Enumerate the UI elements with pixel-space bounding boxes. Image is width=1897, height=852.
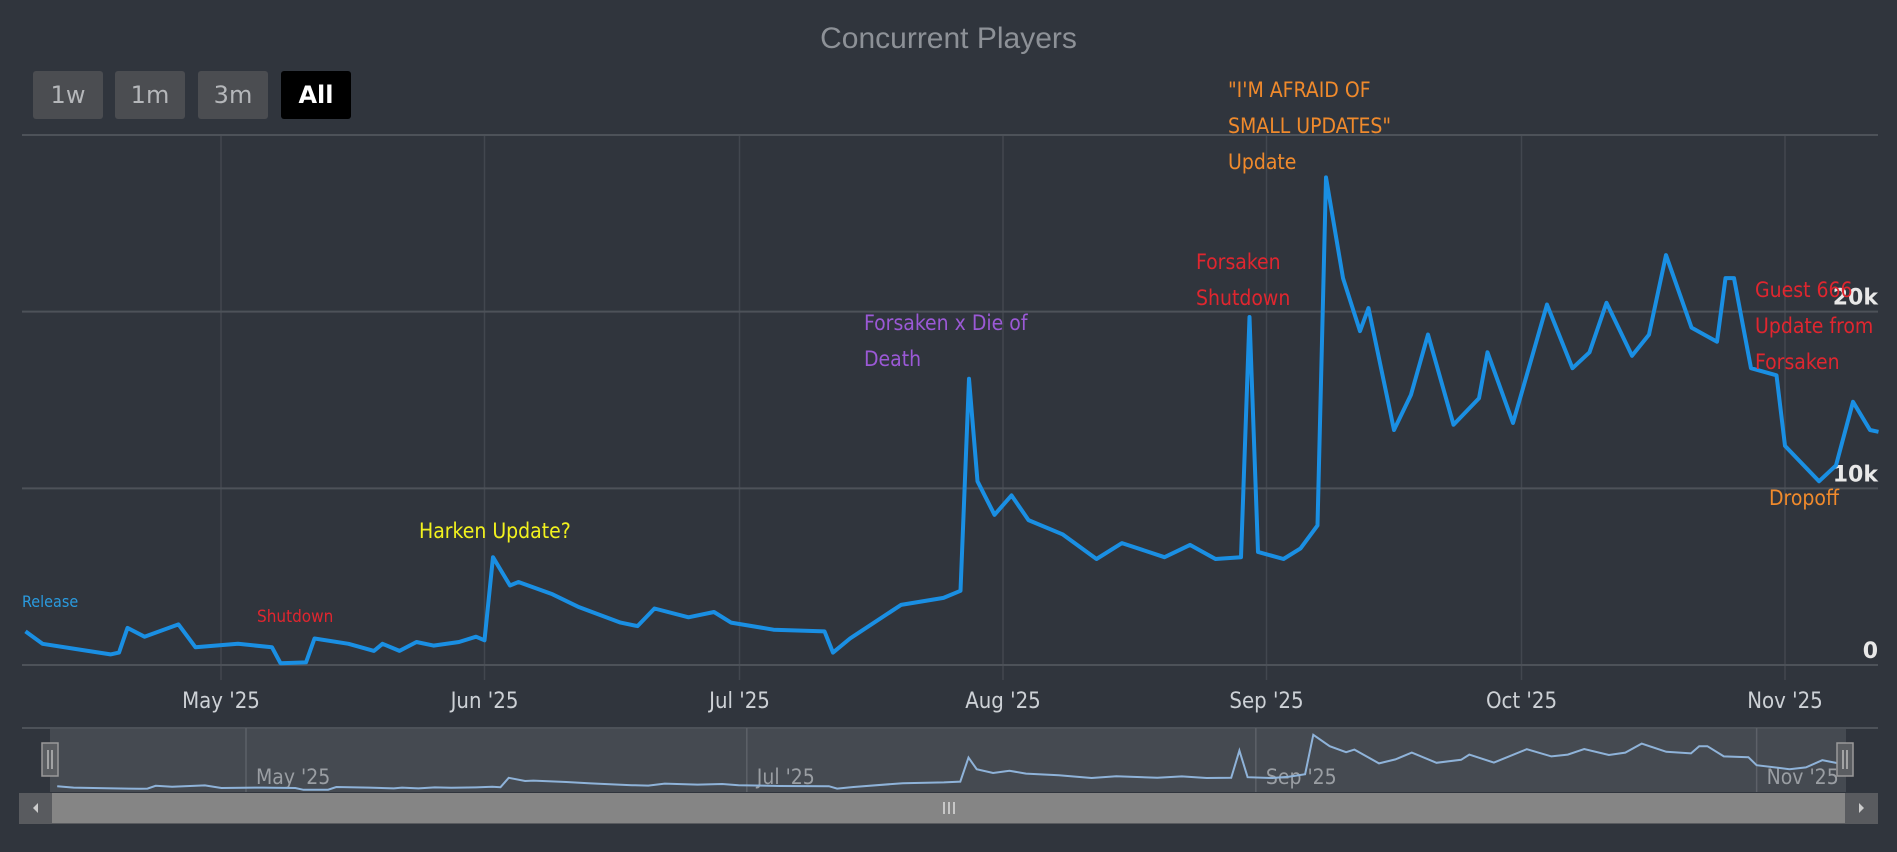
annotation-label: Dropoff <box>1769 486 1839 510</box>
navigator-tick-label: Nov '25 <box>1767 765 1839 789</box>
y-tick-label: 0 <box>1863 639 1878 664</box>
y-tick-label: 20k <box>1833 286 1880 311</box>
x-tick-label: May '25 <box>182 689 260 714</box>
chart-title: Concurrent Players <box>820 22 1077 55</box>
navigator-series-line <box>57 733 1848 791</box>
x-tick-label: Oct '25 <box>1486 689 1557 714</box>
navigator-tick-label: May '25 <box>256 765 330 789</box>
x-tick-label: Nov '25 <box>1747 689 1823 714</box>
annotation-label: Guest 666 Update from Forsaken <box>1755 278 1874 374</box>
x-tick-label: Jul '25 <box>707 689 770 714</box>
annotation-label: Shutdown <box>257 607 334 627</box>
scroll-left-arrow-icon[interactable] <box>33 803 38 813</box>
x-tick-label: Aug '25 <box>965 689 1041 714</box>
scroll-right-arrow-icon[interactable] <box>1859 803 1864 813</box>
range-button-all[interactable]: All <box>281 71 351 119</box>
annotation-label: "I'M AFRAID OF SMALL UPDATES" Update <box>1228 78 1392 174</box>
x-tick-label: Sep '25 <box>1229 689 1303 714</box>
range-button-3m[interactable]: 3m <box>198 71 268 119</box>
series-line <box>24 175 1879 666</box>
annotation-label: Forsaken Shutdown <box>1196 250 1291 310</box>
annotation-label: Forsaken x Die of Death <box>864 311 1028 371</box>
navigator-handle-right[interactable] <box>1836 742 1854 777</box>
x-tick-label: Jun '25 <box>449 689 519 714</box>
navigator-handle-left[interactable] <box>41 742 59 777</box>
annotation-label: Harken Update? <box>419 519 571 543</box>
range-button-1w[interactable]: 1w <box>33 71 103 119</box>
annotation-label: Release <box>22 592 79 611</box>
range-button-1m[interactable]: 1m <box>115 71 185 119</box>
y-tick-label: 10k <box>1833 462 1880 487</box>
